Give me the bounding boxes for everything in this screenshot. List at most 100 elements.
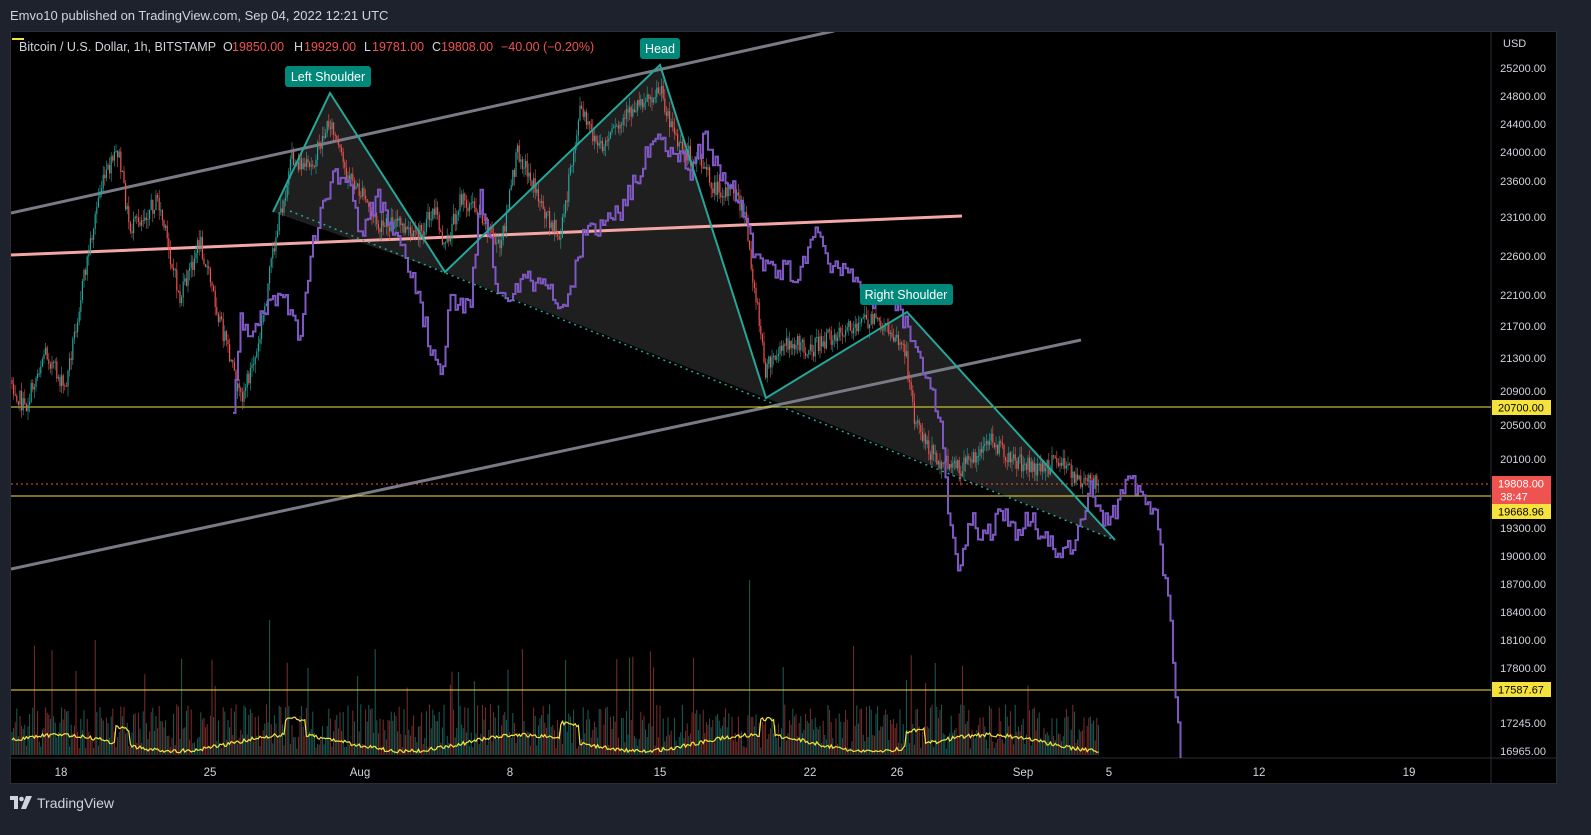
head-label[interactable]: Head [640, 38, 680, 59]
candle-body [867, 319, 869, 329]
candle-body [417, 231, 419, 241]
volume-bar [1073, 711, 1075, 755]
volume-bar [1091, 723, 1093, 755]
candle-body [1096, 475, 1098, 486]
candle-body [763, 341, 765, 363]
volume-bar [646, 737, 648, 755]
candle-body [936, 453, 938, 465]
volume-bar [982, 717, 984, 755]
candle-body [195, 252, 197, 259]
volume-moving-average-line [11, 716, 1099, 754]
volume-bar [248, 714, 250, 755]
volume-bar [189, 739, 191, 755]
candle-body [97, 197, 99, 208]
candle-body [477, 212, 479, 214]
candle-body [561, 217, 563, 238]
candle-body [635, 110, 637, 112]
volume-bar [88, 731, 90, 755]
volume-bar [977, 725, 979, 755]
volume-bar [813, 729, 815, 755]
volume-bar [432, 709, 434, 755]
volume-bar [115, 747, 117, 755]
candle-body [341, 147, 343, 152]
candle-body [1035, 463, 1037, 476]
price-tag-last[interactable]: 19808.00 38:47 [1492, 476, 1551, 504]
right-shoulder-label[interactable]: Right Shoulder [860, 284, 953, 305]
volume-bar [118, 731, 120, 755]
price-tag-17587[interactable]: 17587.67 [1492, 682, 1551, 697]
volume-bar [536, 745, 538, 755]
candle-body [667, 111, 669, 116]
candle-body [529, 172, 531, 181]
price-tag-20700-text: 20700.00 [1498, 403, 1544, 415]
volume-bar [198, 736, 200, 755]
lower-channel-line[interactable] [11, 338, 1082, 571]
candle-body [789, 340, 791, 350]
volume-bar [493, 712, 495, 755]
candle-body [726, 187, 728, 197]
head-shoulders-outline[interactable] [272, 63, 1116, 541]
candle-body [589, 121, 591, 124]
candle-body [609, 132, 611, 139]
volume-bar [833, 747, 835, 755]
pink-resistance-line[interactable] [11, 214, 963, 257]
candle-body [13, 383, 15, 395]
candle-body [950, 464, 952, 468]
candle-body [1008, 452, 1010, 463]
candle-body [376, 215, 378, 225]
volume-bar [929, 707, 931, 755]
volume-bar [403, 709, 405, 755]
candle-body [883, 325, 885, 331]
candle-body [925, 434, 927, 445]
volume-bar [61, 707, 63, 755]
volume-bar [520, 737, 522, 755]
price-tag-20700[interactable]: 20700.00 [1492, 400, 1551, 415]
candle-body [605, 140, 607, 147]
volume-bar [203, 717, 205, 755]
volume-bar [998, 707, 1000, 755]
volume-bar [899, 709, 901, 755]
candle-body [1059, 462, 1061, 466]
footer-brand[interactable]: TradingView [37, 795, 115, 811]
volume-bar [957, 735, 959, 755]
volume-bar [25, 745, 27, 755]
candle-body [414, 230, 416, 232]
left-shoulder-label[interactable]: Left Shoulder [285, 66, 371, 87]
volume-bar [965, 724, 967, 755]
volume-bar [211, 659, 213, 755]
legend-series-swatch [12, 38, 24, 40]
price-tag-countdown: 38:47 [1500, 492, 1528, 504]
volume-bar [137, 712, 139, 755]
candle-body [837, 337, 839, 342]
candle-body [800, 342, 802, 351]
candle-body [717, 181, 719, 195]
price-tag-17587-text: 17587.67 [1498, 685, 1544, 697]
volume-bars [11, 580, 1099, 755]
candle-body [448, 237, 450, 242]
candle-body [851, 330, 853, 334]
volume-bar [769, 728, 771, 755]
volume-bar [294, 737, 296, 755]
neckline-dotted[interactable] [289, 210, 1116, 541]
candle-body [878, 317, 880, 321]
volume-bar [270, 724, 272, 755]
volume-bar [717, 714, 719, 755]
candle-body [85, 269, 87, 275]
volume-bar [243, 705, 245, 755]
volume-bar [1062, 736, 1064, 755]
candle-body [923, 434, 925, 442]
time-tick-label: 26 [891, 767, 904, 779]
volume-bar [693, 657, 695, 755]
volume-bar [976, 729, 978, 755]
volume-bar [848, 748, 850, 755]
upper-channel-line[interactable] [11, 31, 835, 215]
price-tag-19668[interactable]: 19668.96 [1492, 504, 1551, 519]
candle-body [128, 206, 130, 223]
volume-bar [374, 649, 376, 755]
candle-body [24, 398, 26, 405]
volume-bar [35, 735, 37, 755]
volume-bar [753, 726, 755, 755]
volume-bar [230, 707, 232, 755]
volume-bar [385, 739, 387, 755]
